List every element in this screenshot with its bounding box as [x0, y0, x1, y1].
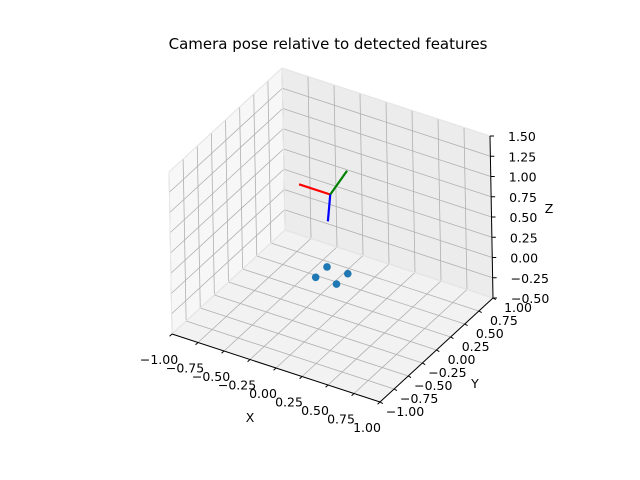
- z-tick-label: 0.00: [510, 251, 538, 266]
- plot-3d: −1.00−0.75−0.50−0.250.000.250.500.751.00…: [140, 67, 549, 435]
- pane-edge: [171, 229, 286, 335]
- x-tick: [169, 333, 173, 337]
- x-tick-label: −0.25: [218, 378, 256, 393]
- x-tick: [351, 393, 355, 397]
- x-tick-label: −1.00: [140, 352, 178, 367]
- x-tick: [325, 384, 329, 388]
- x-tick-label: 0.00: [249, 386, 277, 401]
- gridline-z: [171, 209, 285, 315]
- y-tick: [422, 362, 426, 366]
- feature-point: [332, 280, 341, 288]
- gridline-z: [169, 87, 283, 193]
- y-tick-label: 0.50: [476, 326, 504, 341]
- gridline-z: [170, 189, 285, 294]
- y-tick: [393, 388, 398, 392]
- x-tick-label: −0.75: [166, 361, 204, 376]
- gridline-z: [282, 87, 491, 157]
- x-tick-label: 0.75: [327, 412, 355, 427]
- pane-edge: [168, 171, 173, 335]
- y-tick: [436, 349, 440, 353]
- gridline-y: [200, 307, 409, 377]
- gridline-y: [242, 268, 451, 338]
- camera-axis-1: [329, 170, 348, 196]
- x-tick-label: −0.50: [192, 369, 230, 384]
- y-tick-label: 1.00: [504, 300, 532, 315]
- y-tick-label: 0.75: [490, 313, 518, 328]
- gridline-z: [170, 168, 285, 274]
- y-tick: [450, 336, 454, 340]
- y-tick: [379, 401, 384, 405]
- gridline-z: [283, 168, 492, 238]
- y-tick: [464, 323, 468, 327]
- feature-point: [323, 263, 331, 271]
- x-tick: [247, 359, 251, 363]
- y-tick-label: −0.50: [414, 378, 452, 393]
- y-tick: [478, 310, 482, 314]
- z-tick-label: 1.00: [509, 170, 537, 185]
- z-tick-label: 0.25: [510, 230, 538, 245]
- z-tick-label: 0.50: [510, 210, 538, 225]
- z-tick-label: 0.75: [509, 190, 537, 205]
- gridline-z: [284, 189, 493, 258]
- x-tick-label: 0.25: [275, 395, 303, 410]
- camera-axis-0: [298, 183, 331, 196]
- y-axis-title: Y: [470, 376, 479, 391]
- feature-point: [311, 273, 320, 282]
- pane-edge: [284, 229, 494, 299]
- z-tick-label: −0.50: [511, 291, 549, 306]
- gridline-z: [284, 209, 493, 279]
- x-tick: [195, 342, 199, 346]
- y-tick-label: 0.25: [462, 339, 490, 354]
- x-tick: [221, 350, 225, 354]
- gridline-z: [283, 148, 492, 218]
- gridline-z: [170, 148, 284, 254]
- x-tick: [273, 367, 277, 371]
- gridline-y: [214, 294, 423, 364]
- z-tick-label: 1.25: [508, 149, 536, 164]
- gridline-z: [169, 108, 284, 213]
- z-tick-label: −0.25: [511, 271, 549, 286]
- gridline-y: [256, 255, 465, 325]
- gridline-y: [186, 320, 395, 390]
- x-tick-label: 1.00: [353, 420, 381, 435]
- camera-axis-2: [326, 194, 332, 222]
- gridline-y: [228, 281, 437, 351]
- y-tick-label: 0.00: [448, 352, 476, 367]
- gridline-z: [169, 128, 284, 234]
- feature-point: [344, 269, 352, 278]
- pane-edge: [168, 67, 283, 173]
- gridline-z: [282, 108, 491, 177]
- x-tick-label: 0.50: [301, 403, 329, 418]
- y-tick-label: −0.75: [400, 391, 438, 406]
- y-tick-label: −0.25: [428, 365, 466, 380]
- pane-edge: [281, 67, 286, 231]
- chart-title: Camera pose relative to detected feature…: [169, 35, 488, 53]
- x-tick: [377, 401, 381, 405]
- gridline-y: [270, 242, 479, 312]
- pane-edge: [281, 67, 491, 137]
- x-tick: [299, 376, 303, 380]
- z-tick-label: 1.50: [508, 129, 536, 144]
- gridline-z: [283, 128, 492, 198]
- y-tick-label: −1.00: [386, 404, 424, 419]
- y-tick: [408, 375, 412, 379]
- x-axis-title: X: [246, 410, 255, 425]
- z-axis-title: Z: [545, 201, 554, 216]
